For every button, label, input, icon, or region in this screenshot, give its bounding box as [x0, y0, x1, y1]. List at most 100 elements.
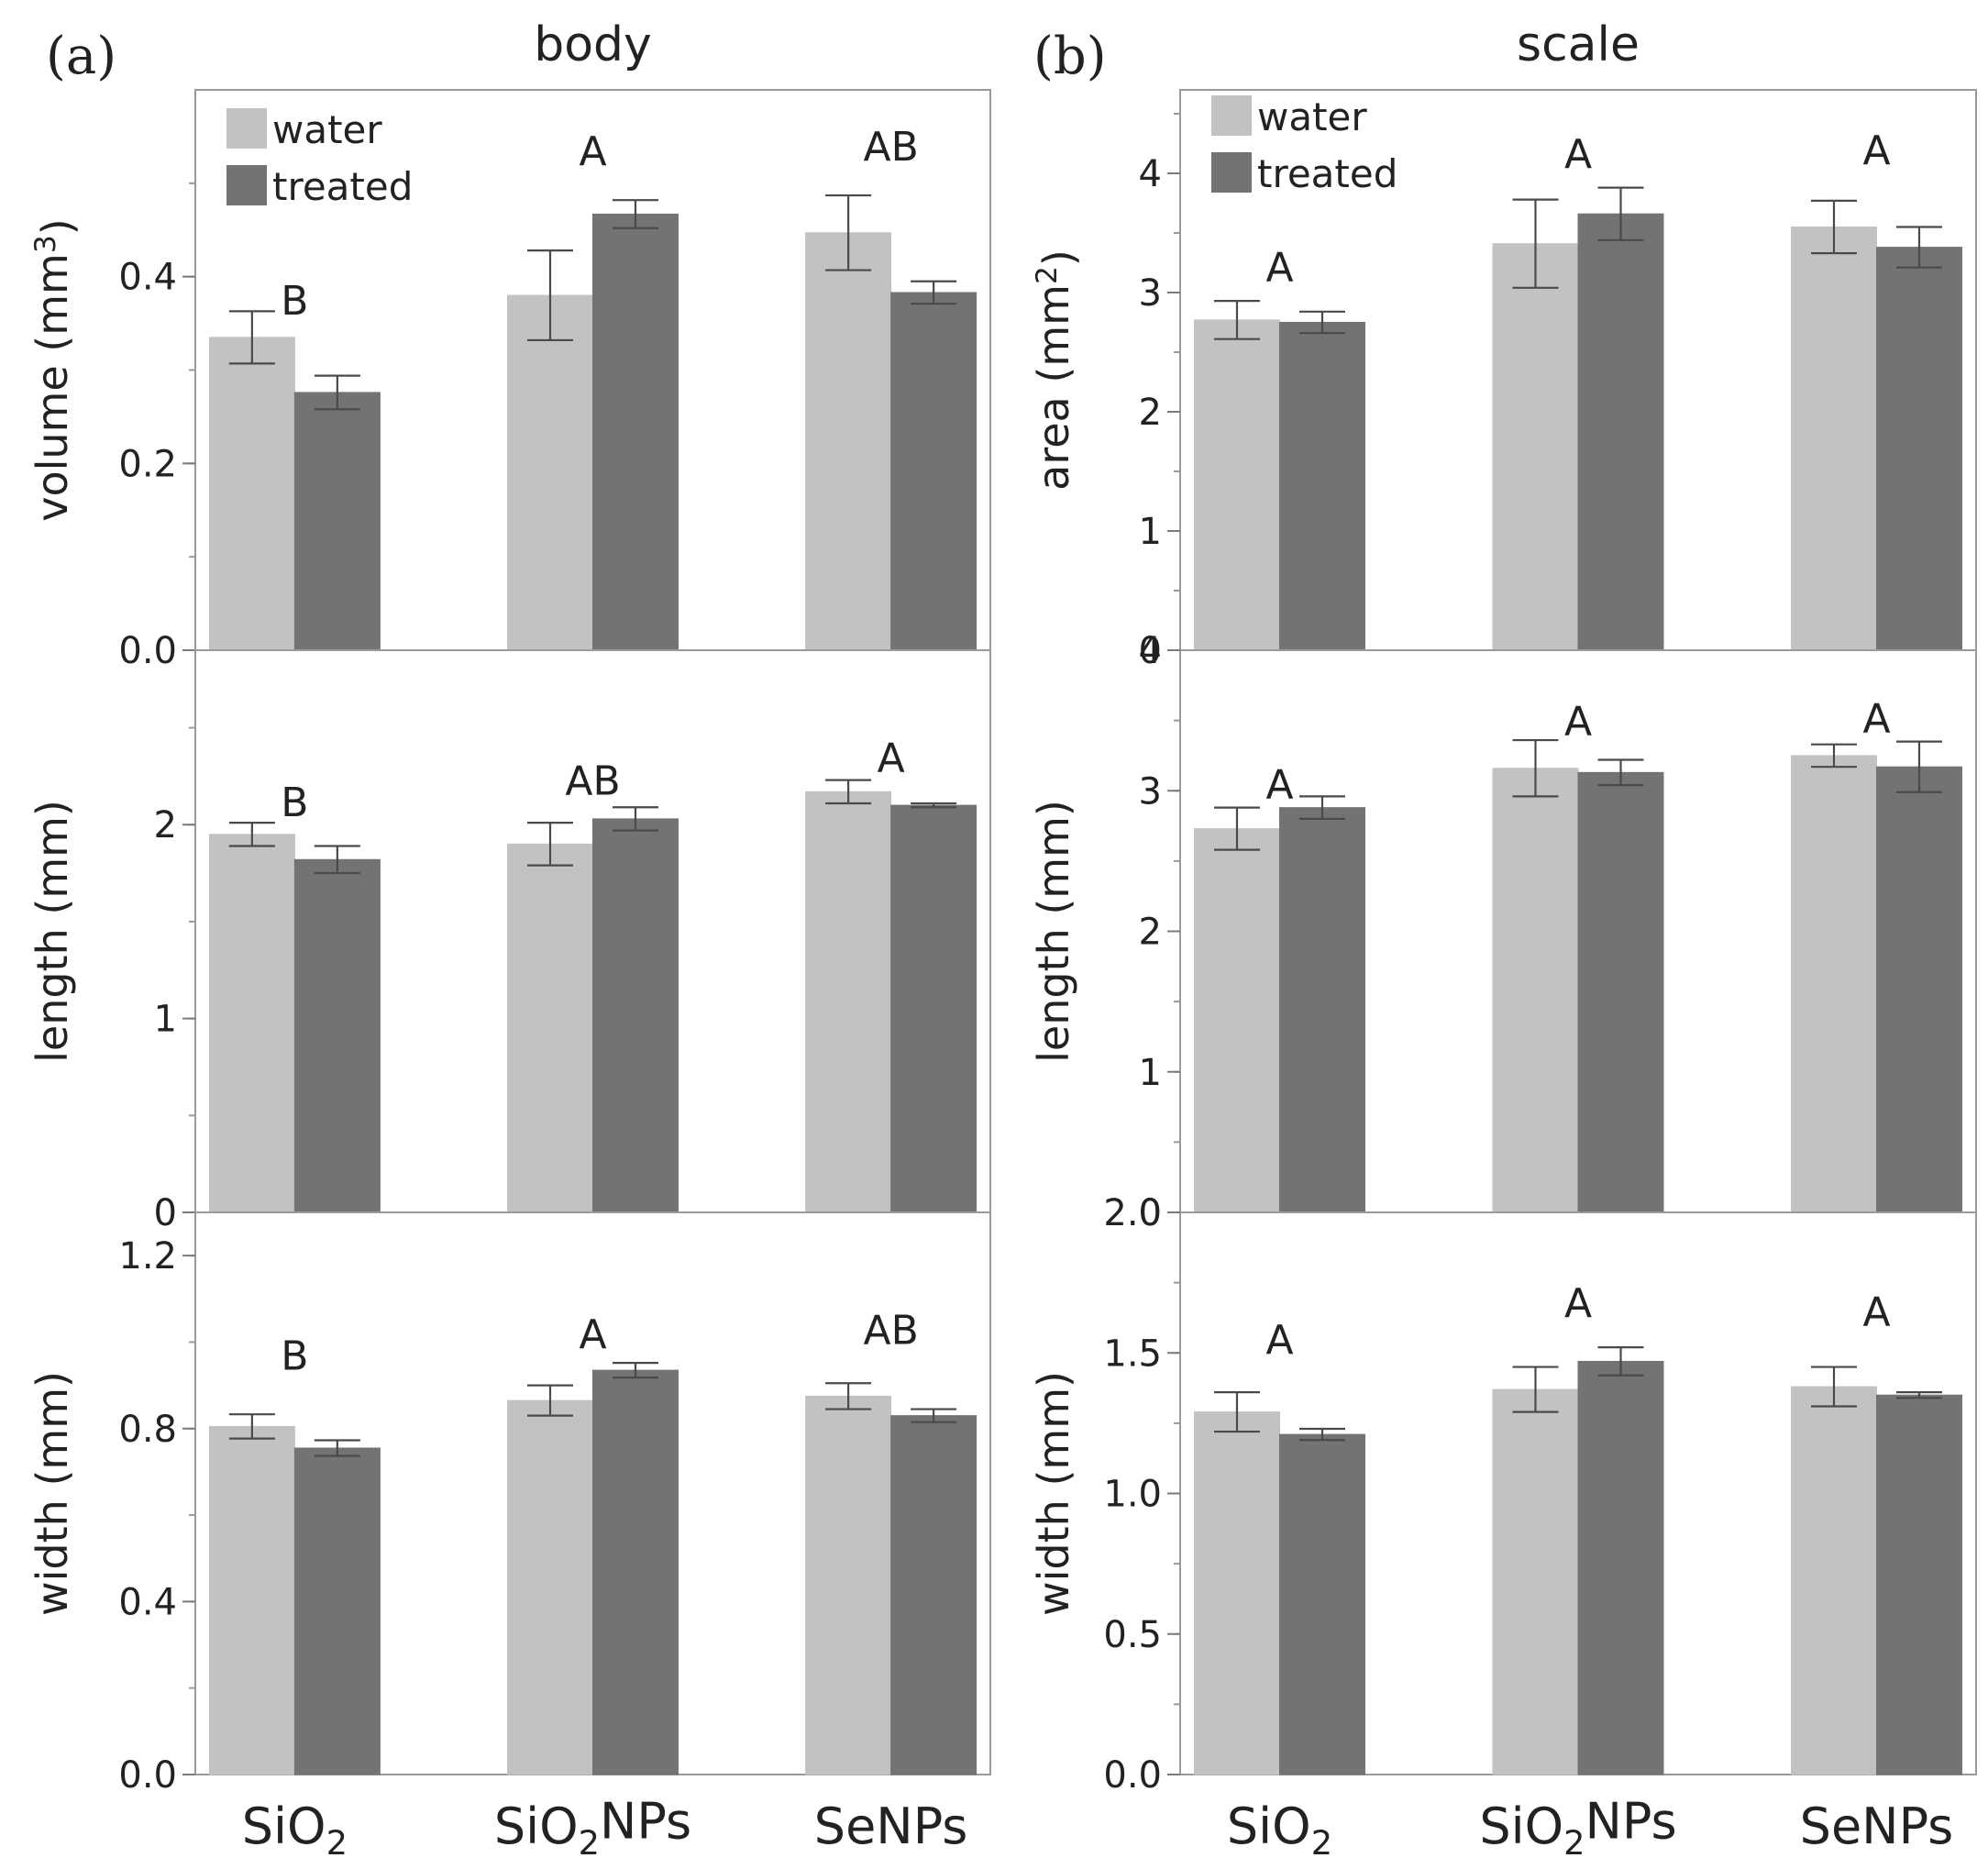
significance-letter-sio2nps: A — [579, 1311, 606, 1358]
bar-treated-senps — [1876, 766, 1962, 1213]
chart-body-length-mm: 0 1 2 length (mm) B AB A — [28, 649, 991, 1234]
bar-water-sio2nps — [507, 843, 593, 1213]
legend-label-water: water — [272, 107, 382, 152]
significance-letter-sio2nps: AB — [565, 758, 620, 805]
bar-water-senps — [805, 232, 892, 651]
y-tick-label: 0.0 — [118, 1754, 177, 1797]
significance-letter-sio2nps: A — [579, 128, 606, 175]
y-tick-label: 3 — [1139, 770, 1162, 813]
bar-water-sio2 — [208, 1425, 295, 1775]
bar-treated-sio2nps — [592, 818, 679, 1213]
bar-water-senps — [1791, 1386, 1877, 1775]
legend-label-treated: treated — [1257, 151, 1397, 196]
bar-treated-sio2nps — [1577, 771, 1664, 1213]
y-tick-label: 1.2 — [118, 1235, 177, 1277]
legend-swatch-treated — [226, 165, 267, 205]
significance-letter-sio2nps: A — [1564, 699, 1592, 746]
significance-letter-senps: AB — [863, 1307, 918, 1354]
significance-letter-sio2: A — [1265, 762, 1293, 809]
chart-body-width-mm: 0.0 0.4 0.8 1.2 width (mm) B A AB — [28, 1211, 991, 1797]
y-tick-label: 1 — [154, 999, 177, 1041]
y-axis-label: width (mm) — [28, 1371, 77, 1616]
bar-water-sio2nps — [1492, 1388, 1579, 1775]
y-tick-label: 0.8 — [118, 1409, 177, 1451]
significance-letter-sio2: B — [281, 780, 308, 826]
significance-letter-sio2nps: A — [1564, 1280, 1592, 1327]
y-tick-label: 1 — [1139, 511, 1162, 553]
legend: water treated — [226, 107, 413, 209]
bar-treated-sio2 — [293, 858, 381, 1213]
y-tick-label: 0.2 — [118, 443, 177, 485]
bar-treated-senps — [1876, 247, 1962, 651]
y-tick-label: 0.0 — [1103, 1754, 1162, 1797]
bar-water-senps — [805, 1395, 892, 1775]
y-tick-label: 3 — [1139, 272, 1162, 315]
bar-water-sio2 — [1194, 1411, 1280, 1775]
panel-label-a: (a) — [46, 27, 116, 86]
y-axis-label: length (mm) — [1029, 800, 1078, 1063]
y-axis-label: width (mm) — [1029, 1371, 1078, 1616]
bar-treated-sio2nps — [592, 213, 679, 651]
significance-letter-senps: A — [878, 735, 905, 781]
bar-water-sio2nps — [1492, 243, 1579, 651]
y-axis-label: volume (mm3) — [28, 218, 83, 521]
y-tick-label: 0.4 — [118, 257, 177, 299]
bar-treated-sio2nps — [1577, 213, 1664, 651]
x-category-label-sio2: SiO2 — [242, 1797, 348, 1863]
y-tick-label: 0.0 — [118, 630, 177, 672]
bar-treated-sio2nps — [592, 1369, 679, 1775]
bar-water-senps — [1791, 227, 1877, 651]
bar-treated-sio2 — [1279, 1433, 1365, 1775]
chart-scale-width-mm: 0.0 0.5 1.0 1.5 2.0 width (mm) A A A — [1029, 1192, 1977, 1797]
y-tick-label: 4 — [1139, 630, 1162, 672]
bar-water-sio2nps — [507, 1399, 593, 1775]
column-title-scale: scale — [1517, 17, 1640, 72]
significance-letter-senps: A — [1862, 1288, 1890, 1335]
bar-treated-senps — [890, 292, 977, 651]
bar-water-sio2 — [208, 834, 295, 1213]
legend-swatch-water — [226, 108, 267, 149]
significance-letter-sio2: A — [1265, 244, 1293, 291]
significance-letter-sio2: A — [1265, 1317, 1293, 1364]
x-category-label-sio2nps: SiO2NPs — [1479, 1792, 1676, 1862]
bar-water-sio2 — [1194, 319, 1280, 651]
x-category-label-sio2: SiO2 — [1227, 1797, 1332, 1863]
bar-water-sio2nps — [1492, 768, 1579, 1213]
significance-letter-sio2nps: A — [1564, 131, 1592, 178]
y-axis-label: area (mm2) — [1029, 249, 1084, 491]
y-tick-label: 0 — [1139, 1192, 1162, 1234]
bar-water-senps — [1791, 755, 1877, 1213]
significance-letter-sio2: B — [281, 1333, 308, 1380]
bar-treated-senps — [890, 1415, 977, 1775]
legend-swatch-treated — [1211, 152, 1252, 193]
significance-letter-senps: A — [1862, 127, 1890, 174]
significance-letter-senps: A — [1862, 696, 1890, 743]
significance-letter-senps: AB — [863, 124, 918, 171]
x-category-label-senps: SeNPs — [814, 1797, 968, 1855]
y-tick-label: 0.5 — [1103, 1614, 1162, 1656]
significance-letter-sio2: B — [281, 278, 308, 325]
column-title-body: body — [534, 17, 652, 72]
y-tick-label: 1.5 — [1103, 1333, 1162, 1375]
y-tick-label: 0 — [1139, 630, 1162, 672]
bar-treated-sio2 — [293, 1447, 381, 1775]
y-tick-label: 1.0 — [1103, 1474, 1162, 1516]
bar-water-sio2 — [1194, 828, 1280, 1213]
bar-water-sio2 — [208, 337, 295, 651]
y-tick-label: 2 — [154, 804, 177, 846]
legend-label-treated: treated — [272, 164, 413, 209]
y-axis-label: length (mm) — [28, 800, 77, 1063]
bar-water-sio2nps — [507, 294, 593, 651]
x-category-label-senps: SeNPs — [1800, 1797, 1954, 1855]
chart-body-volume-mm3: 0.0 0.2 0.4 volume (mm3) B A AB water treated — [28, 89, 991, 672]
y-tick-label: 1 — [1139, 1052, 1162, 1094]
chart-scale-length-mm: 0 1 2 3 4 length (mm) A A A — [1029, 630, 1977, 1234]
y-tick-label: 2 — [1139, 912, 1162, 954]
legend-label-water: water — [1257, 94, 1367, 139]
x-category-label-sio2nps: SiO2NPs — [494, 1792, 691, 1862]
panel-label-b: (b) — [1033, 27, 1107, 86]
bar-treated-senps — [890, 804, 977, 1213]
legend-swatch-water — [1211, 95, 1252, 136]
